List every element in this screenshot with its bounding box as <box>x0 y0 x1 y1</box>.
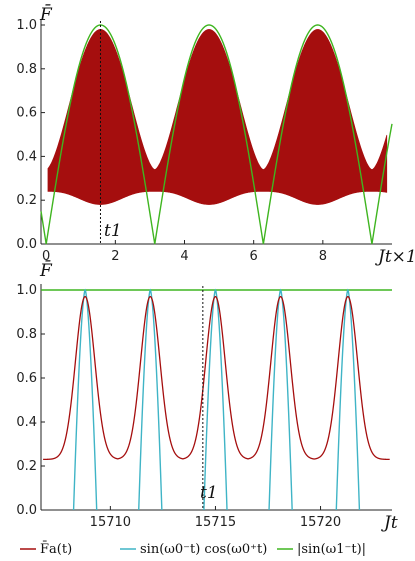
top-x-tick-label: 4 <box>180 249 188 264</box>
top-x-tick-label: 8 <box>319 249 327 264</box>
top-y-tick-label: 0.4 <box>16 149 37 164</box>
bottom-sincos-line <box>72 288 361 510</box>
bottom-y-tick-label: 1.0 <box>16 283 37 298</box>
bottom-ylabel: F̄ <box>39 259 53 281</box>
top-ylabel: F̄ <box>39 3 53 25</box>
bottom-x-tick-label: 15715 <box>195 515 236 530</box>
top-x-tick-label: 6 <box>250 249 258 264</box>
bottom-x-tick-label: 15710 <box>90 515 131 530</box>
top-fbar-band <box>47 29 388 205</box>
top-y-tick-label: 0.2 <box>16 193 37 208</box>
top-x-tick-label: 2 <box>111 249 119 264</box>
top-x-tick-label: 0 <box>42 249 50 264</box>
top-xlabel: Jt×10⁴ <box>375 247 415 267</box>
top-abs-sin-line <box>40 24 393 245</box>
bottom-xlabel: Jt <box>381 513 398 533</box>
bottom-x-tick-label: 15720 <box>300 515 341 530</box>
top-fbar-area <box>47 29 388 205</box>
bottom-y-tick-label: 0.4 <box>16 415 37 430</box>
legend: F̄a(t) sin(ω0⁻t) cos(ω0⁺t) |sin(ω1⁻t)| <box>20 541 366 557</box>
top-marker-label: t1 <box>104 221 122 241</box>
bottom-y-tick-label: 0.6 <box>16 371 37 386</box>
bottom-fbar-line <box>43 295 390 461</box>
top-y-tick-label: 0.6 <box>16 106 37 121</box>
top-chart: 0.0 0.2 0.4 0.6 0.8 1.0 0 2 4 6 8 F̄ Jt×10⁴ t1 <box>16 3 415 267</box>
bottom-axes: 0.0 0.2 0.4 0.6 0.8 1.0 15710 15715 15720 <box>16 283 392 530</box>
top-axes: 0.0 0.2 0.4 0.6 0.8 1.0 0 2 4 6 8 <box>16 18 393 264</box>
bottom-y-tick-label: 0.2 <box>16 459 37 474</box>
top-y-tick-label: 0.8 <box>16 62 37 77</box>
legend-fbar: F̄a(t) <box>40 541 72 557</box>
bottom-marker-label: t1 <box>200 483 218 503</box>
legend-abs-sin: |sin(ω1⁻t)| <box>297 542 366 557</box>
bottom-y-tick-label: 0.0 <box>16 503 37 518</box>
top-y-tick-label: 1.0 <box>16 18 37 33</box>
top-y-tick-label: 0.0 <box>16 237 37 252</box>
bottom-y-tick-label: 0.8 <box>16 327 37 342</box>
legend-sincos: sin(ω0⁻t) cos(ω0⁺t) <box>140 542 267 557</box>
